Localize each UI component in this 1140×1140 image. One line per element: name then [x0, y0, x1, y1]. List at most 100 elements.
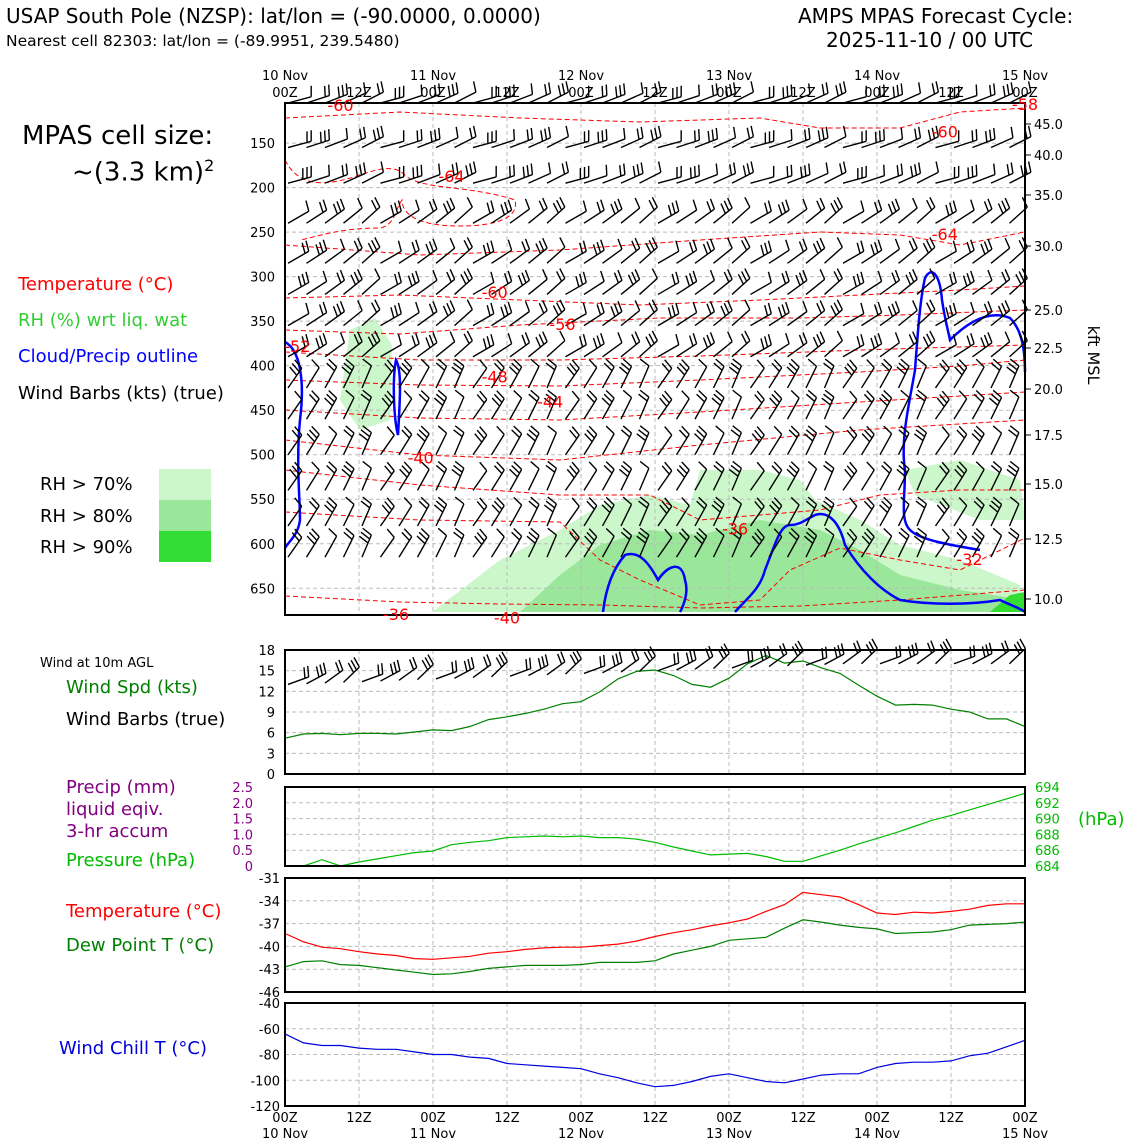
wind-barb — [636, 527, 650, 558]
wind-barb — [379, 497, 395, 527]
panel-frame — [284, 1002, 1026, 1107]
wind-barb — [842, 130, 867, 149]
pressure-unit-label: (hPa) — [1078, 809, 1125, 830]
wind-barb — [990, 126, 1014, 149]
wind-barb — [509, 358, 523, 389]
wind-barb — [472, 426, 488, 456]
temperature-contour — [284, 344, 1026, 361]
temperature-tick-label: -34 — [259, 895, 280, 910]
wind-barb — [306, 164, 331, 184]
wind-barb — [546, 81, 570, 104]
precip-tick-label: 2.5 — [232, 781, 253, 796]
wind-barb — [417, 163, 441, 184]
wind-barb — [543, 496, 558, 527]
wind-barb — [435, 237, 456, 264]
wind-barb — [787, 269, 808, 296]
wind-barb — [657, 359, 673, 389]
wind-barb — [935, 333, 957, 358]
wind-barb — [305, 528, 320, 558]
wind-barb — [636, 425, 650, 455]
wind-barb — [1009, 638, 1026, 665]
wind-barb — [546, 651, 566, 676]
wind-barb — [861, 301, 883, 327]
wind-barb — [842, 528, 858, 558]
wind-barb — [380, 659, 401, 682]
pressure-level-tick-label: 150 — [250, 137, 275, 152]
temperature-series-label: Temperature (°C) — [66, 901, 222, 922]
wind-barb — [916, 299, 936, 327]
wind-barb — [287, 390, 303, 420]
wind-barb — [564, 390, 580, 420]
temperature-tick-label: -31 — [259, 872, 280, 887]
wind-barb — [620, 648, 640, 673]
wind-barb — [805, 126, 829, 149]
temperature-contour-label: -40 — [494, 609, 520, 628]
wind-barb — [620, 300, 641, 327]
wind-barb — [639, 197, 658, 224]
wind-barb — [638, 358, 650, 389]
rh-shading-region — [340, 318, 392, 430]
pressure-level-tick-label: 250 — [250, 226, 275, 241]
wind-barb — [324, 425, 338, 456]
wind-barb — [879, 645, 902, 665]
wind-barb — [527, 496, 540, 527]
wind-barb — [953, 425, 968, 456]
wind-barb — [990, 640, 1010, 665]
wind-barb — [306, 662, 327, 685]
wind-barb — [454, 81, 477, 104]
wind-barb — [657, 333, 680, 358]
wind-barb — [305, 425, 320, 456]
wind-barb — [602, 127, 626, 149]
wind-barb — [749, 390, 765, 420]
wind-barb — [342, 389, 355, 420]
pressure-tick-label: 688 — [1035, 828, 1060, 843]
wind-barb — [342, 527, 355, 558]
rh-80-swatch — [159, 500, 211, 531]
wind-barb — [879, 332, 901, 358]
pressure-tick-label: 686 — [1035, 844, 1060, 859]
wind-barb — [417, 300, 438, 327]
wind-barb — [379, 359, 395, 389]
wind-barb — [787, 332, 808, 358]
wind-barb — [361, 161, 385, 184]
wind-barb — [786, 389, 800, 420]
wind-barb — [988, 389, 1003, 420]
wind-barb — [953, 199, 975, 224]
wind-barb — [860, 390, 875, 420]
wind-barb — [305, 497, 320, 527]
wind-barb — [842, 240, 865, 264]
bottom-time-tick-label: 12Z — [346, 1111, 372, 1126]
panel-frame — [284, 649, 1026, 775]
wind-barb — [787, 83, 811, 104]
wind-barb — [1008, 389, 1020, 420]
wind-barb — [879, 358, 893, 389]
wind-barb — [842, 426, 858, 456]
wind-barb — [509, 461, 523, 491]
wind-barb — [287, 333, 310, 358]
wind-barb — [287, 497, 303, 527]
wind-barb — [361, 268, 381, 295]
top-time-tick-label: 00Z — [1012, 86, 1038, 101]
wind-barb — [842, 165, 867, 184]
wind-barb — [786, 527, 800, 558]
kft-tick-label: 25.0 — [1034, 304, 1063, 319]
forecast-cycle-date: 2025-11-10 / 00 UTC — [826, 28, 1034, 52]
wind-barb — [972, 238, 993, 264]
wind-barb — [712, 461, 725, 491]
wind-barb — [971, 389, 985, 420]
wind-barb — [990, 197, 1011, 224]
wind-barb — [546, 268, 566, 295]
wind-barb — [972, 127, 996, 149]
wind-barb — [602, 238, 623, 264]
wind-barb — [454, 268, 473, 295]
wind-barb — [379, 461, 395, 491]
top-date-tick-label: 13 Nov — [706, 69, 752, 84]
wind-barb — [472, 333, 495, 358]
wind-barb — [731, 125, 755, 149]
wind-barb — [543, 389, 558, 420]
kft-tick-label: 40.0 — [1034, 149, 1063, 164]
wind-barb — [638, 496, 650, 527]
wind-barb — [898, 300, 918, 327]
wind-barb — [564, 461, 580, 491]
wind-barb — [657, 271, 680, 296]
